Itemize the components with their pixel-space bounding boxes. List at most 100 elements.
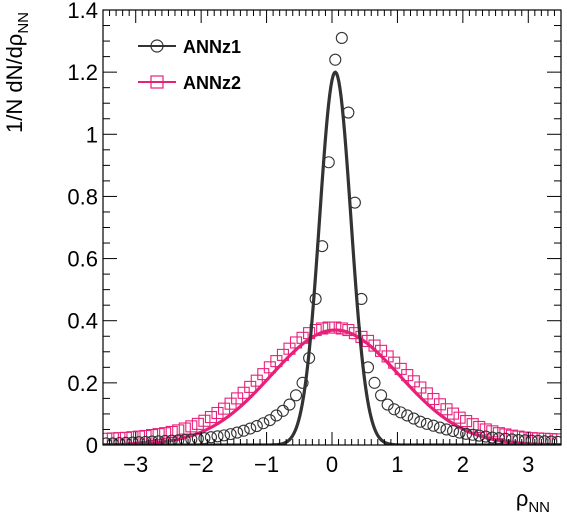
- data-point-annz1: [204, 431, 218, 444]
- x-axis-label: ρNN: [516, 486, 550, 516]
- data-point-annz1: [132, 436, 146, 445]
- data-point-annz2: [257, 368, 270, 381]
- data-point-annz2: [532, 432, 545, 445]
- data-point-annz1: [335, 31, 348, 45]
- y-tick-label: 1.2: [67, 60, 98, 85]
- data-point-annz2: [263, 361, 276, 374]
- data-point-annz1: [420, 417, 433, 430]
- x-tick-label: 0: [326, 452, 338, 477]
- x-tick-label: −3: [123, 452, 148, 477]
- data-point-annz1: [479, 430, 492, 443]
- data-point-annz1: [460, 427, 473, 440]
- data-point-annz2: [250, 374, 263, 387]
- data-point-annz1: [538, 435, 551, 445]
- legend-entry-annz1: ANNz1: [138, 37, 241, 57]
- data-point-annz2: [146, 429, 159, 442]
- data-point-annz2: [518, 431, 532, 444]
- data-point-annz1: [244, 422, 257, 435]
- data-point-annz1: [329, 53, 342, 66]
- data-point-annz2: [466, 418, 479, 431]
- data-point-annz2: [172, 424, 185, 437]
- data-point-annz1: [551, 435, 561, 445]
- data-point-annz1: [532, 434, 545, 445]
- data-point-annz2: [525, 432, 538, 445]
- x-tick-label: −2: [189, 452, 214, 477]
- y-tick-label: 1: [86, 122, 98, 147]
- data-point-annz1: [466, 428, 479, 441]
- data-point-annz1: [289, 389, 303, 402]
- data-point-annz1: [427, 419, 440, 432]
- x-tick-label: 2: [457, 452, 469, 477]
- data-point-annz2: [211, 406, 224, 420]
- x-tick-label: −1: [254, 452, 279, 477]
- data-point-annz1: [113, 437, 126, 445]
- data-point-annz1: [172, 434, 185, 445]
- data-point-annz2: [479, 423, 492, 436]
- data-point-annz1: [453, 426, 466, 439]
- legend-entry-annz2: ANNz2: [138, 73, 241, 93]
- y-axis-label-main: 1/N dN/dρ: [2, 34, 27, 133]
- axis-ticks: −3 −2 −1 0 1 2 3 0 0.2 0.4 0.6 0.8 1 1.2 1.4: [67, 0, 562, 477]
- series-line-annz2: [103, 328, 561, 445]
- x-tick-label: 3: [522, 452, 534, 477]
- data-point-annz1: [401, 409, 414, 422]
- data-point-annz2: [329, 321, 342, 334]
- data-point-annz2: [198, 414, 211, 427]
- data-point-annz2: [270, 355, 283, 368]
- data-point-annz1: [433, 421, 447, 434]
- data-point-annz2: [159, 427, 172, 440]
- data-point-annz1: [237, 424, 250, 437]
- legend-label-annz1: ANNz1: [183, 37, 241, 57]
- data-point-annz1: [446, 424, 460, 438]
- data-point-annz1: [270, 409, 283, 422]
- data-point-annz1: [126, 436, 139, 445]
- data-point-annz1: [152, 435, 165, 445]
- data-point-annz1: [146, 435, 159, 445]
- legend-marker-annz1: [150, 39, 164, 53]
- legend-marker-annz2: [150, 75, 164, 89]
- data-point-annz2: [453, 411, 466, 424]
- data-point-annz1: [217, 429, 231, 442]
- data-point-annz1: [224, 428, 237, 441]
- x-axis-label-subscript: NN: [528, 499, 550, 516]
- data-point-annz1: [381, 398, 394, 411]
- series-layer: [103, 31, 561, 445]
- legend: ANNz1 ANNz2: [138, 37, 241, 93]
- data-point-annz1: [119, 436, 132, 445]
- data-point-annz2: [407, 375, 420, 388]
- y-tick-label: 0.2: [67, 371, 98, 396]
- y-tick-label: 1.4: [67, 0, 98, 23]
- data-point-annz2: [446, 407, 460, 420]
- data-point-annz2: [322, 321, 335, 334]
- series-annz1: [103, 31, 561, 445]
- data-point-annz1: [525, 434, 538, 445]
- data-point-annz1: [263, 414, 276, 427]
- y-tick-label: 0.4: [67, 309, 98, 334]
- data-point-annz1: [139, 435, 152, 445]
- y-tick-label: 0: [86, 433, 98, 458]
- data-point-annz1: [518, 434, 532, 445]
- data-point-annz1: [512, 433, 525, 445]
- x-axis-label-main: ρ: [516, 486, 529, 511]
- data-point-annz1: [440, 423, 453, 436]
- data-point-annz1: [368, 376, 381, 389]
- data-point-annz2: [244, 380, 257, 393]
- data-point-annz2: [185, 420, 198, 433]
- y-axis-label-subscript: NN: [15, 12, 32, 34]
- data-point-annz1: [545, 435, 558, 445]
- data-point-annz1: [211, 430, 224, 443]
- legend-label-annz2: ANNz2: [183, 73, 241, 93]
- data-point-annz1: [486, 431, 499, 444]
- series-annz2: [103, 321, 561, 445]
- data-point-annz2: [152, 428, 165, 441]
- y-axis-label: 1/N dN/dρNN: [2, 12, 32, 133]
- data-point-annz1: [231, 426, 244, 439]
- data-point-annz1: [414, 415, 427, 428]
- x-tick-label: 1: [391, 452, 403, 477]
- data-point-annz1: [296, 376, 309, 389]
- data-point-annz1: [250, 419, 263, 433]
- y-tick-label: 0.6: [67, 247, 98, 272]
- data-point-annz1: [178, 433, 191, 445]
- data-point-annz1: [388, 403, 401, 416]
- data-point-annz1: [257, 417, 270, 430]
